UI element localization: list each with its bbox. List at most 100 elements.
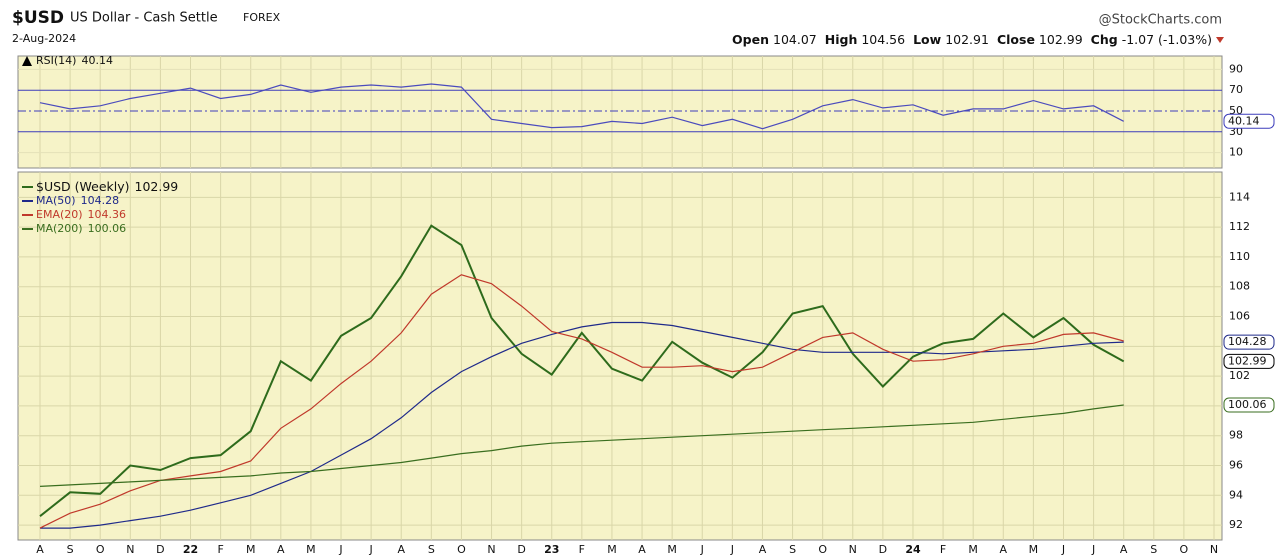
x-tick-label: N bbox=[849, 543, 857, 556]
series-line bbox=[39, 404, 1124, 487]
y-tick-label: 92 bbox=[1229, 518, 1243, 531]
y-tick-label: 90 bbox=[1229, 62, 1243, 75]
x-tick-label: J bbox=[338, 543, 342, 556]
legend-value: 40.14 bbox=[81, 54, 113, 67]
value-box-label: 104.28 bbox=[1228, 335, 1267, 348]
x-tick-label: A bbox=[1000, 543, 1008, 556]
panel bbox=[17, 55, 1223, 169]
value-box-label: 100.06 bbox=[1228, 398, 1267, 411]
legend-name: $USD (Weekly) bbox=[36, 179, 130, 194]
date: 2-Aug-2024 bbox=[12, 32, 76, 45]
x-tick-label: A bbox=[397, 543, 405, 556]
quote-label: Chg bbox=[1091, 32, 1118, 47]
x-tick-label: F bbox=[579, 543, 585, 556]
y-tick-label: 114 bbox=[1229, 190, 1250, 203]
series-line bbox=[39, 274, 1124, 529]
legend-entry: $USD (Weekly) 102.99 bbox=[36, 179, 178, 194]
quote-value: -1.07 (-1.03%) bbox=[1122, 32, 1212, 47]
x-tick-label: F bbox=[217, 543, 223, 556]
legend-value: 104.28 bbox=[81, 194, 120, 207]
legend-entry: MA(200) 100.06 bbox=[36, 222, 126, 235]
x-tick-label: M bbox=[667, 543, 677, 556]
quote-label: Open bbox=[732, 32, 769, 47]
x-tick-label: M bbox=[968, 543, 978, 556]
x-tick-label: J bbox=[1091, 543, 1095, 556]
x-tick-label: D bbox=[879, 543, 887, 556]
x-tick-label: A bbox=[759, 543, 767, 556]
x-tick-label: O bbox=[457, 543, 466, 556]
value-box bbox=[1223, 353, 1275, 369]
quote-value: 104.56 bbox=[861, 32, 905, 47]
legend-name: MA(200) bbox=[36, 222, 83, 235]
x-tick-label: M bbox=[306, 543, 316, 556]
legend-value: 102.99 bbox=[135, 179, 179, 194]
x-tick-label: O bbox=[96, 543, 105, 556]
x-tick-label: S bbox=[1150, 543, 1157, 556]
x-tick-label: N bbox=[1210, 543, 1218, 556]
y-tick-label: 98 bbox=[1229, 429, 1243, 442]
symbol: $USD bbox=[12, 8, 64, 28]
x-tick-label: N bbox=[487, 543, 495, 556]
y-tick-label: 94 bbox=[1229, 488, 1243, 501]
value-box bbox=[1223, 334, 1275, 350]
value-box-label: 102.99 bbox=[1228, 354, 1267, 367]
x-tick-label: J bbox=[700, 543, 704, 556]
x-tick-label: J bbox=[730, 543, 734, 556]
x-tick-label: 24 bbox=[905, 543, 921, 556]
x-tick-label: D bbox=[156, 543, 164, 556]
y-tick-label: 50 bbox=[1229, 104, 1243, 117]
x-tick-label: S bbox=[428, 543, 435, 556]
legend-name: EMA(20) bbox=[36, 208, 83, 221]
down-arrow bbox=[1216, 37, 1224, 43]
value-box bbox=[1223, 113, 1275, 129]
x-tick-label: O bbox=[818, 543, 827, 556]
quote-label: Close bbox=[997, 32, 1035, 47]
quote-value: 102.91 bbox=[945, 32, 989, 47]
legend-entry: MA(50) 104.28 bbox=[36, 194, 119, 207]
y-tick-label: 102 bbox=[1229, 369, 1250, 382]
y-tick-label: 70 bbox=[1229, 83, 1243, 96]
y-tick-label: 108 bbox=[1229, 280, 1250, 293]
series-line bbox=[39, 83, 1124, 130]
legend-name: RSI(14) bbox=[36, 54, 76, 67]
brand: @StockCharts.com bbox=[1099, 13, 1222, 28]
legend-entry: RSI(14) 40.14 bbox=[36, 54, 113, 67]
x-tick-label: N bbox=[126, 543, 134, 556]
y-tick-label: 96 bbox=[1229, 459, 1243, 472]
instrument-name: US Dollar - Cash Settle bbox=[70, 11, 218, 26]
y-tick-label: 10 bbox=[1229, 146, 1243, 159]
x-tick-label: M bbox=[607, 543, 617, 556]
exchange: FOREX bbox=[243, 11, 281, 24]
series-line bbox=[39, 224, 1125, 517]
value-box bbox=[1223, 397, 1275, 413]
quote: Open 104.07 High 104.56 Low 102.91 Close 102.99… bbox=[732, 32, 1212, 47]
y-tick-label: 110 bbox=[1229, 250, 1250, 263]
x-tick-label: D bbox=[517, 543, 525, 556]
x-tick-label: J bbox=[369, 543, 373, 556]
legend-value: 104.36 bbox=[88, 208, 127, 221]
quote-label: High bbox=[825, 32, 858, 47]
x-tick-label: S bbox=[67, 543, 74, 556]
x-tick-label: 23 bbox=[544, 543, 559, 556]
legend-entry: EMA(20) 104.36 bbox=[36, 208, 126, 221]
x-tick-label: A bbox=[1120, 543, 1128, 556]
x-tick-label: J bbox=[1061, 543, 1065, 556]
value-box-label: 40.14 bbox=[1228, 114, 1260, 127]
quote-value: 102.99 bbox=[1039, 32, 1083, 47]
x-tick-label: S bbox=[789, 543, 796, 556]
quote-value: 104.07 bbox=[773, 32, 817, 47]
y-tick-label: 112 bbox=[1229, 220, 1250, 233]
quote-label: Low bbox=[913, 32, 942, 47]
x-tick-label: O bbox=[1180, 543, 1189, 556]
legend-icon bbox=[22, 56, 32, 66]
series-line bbox=[40, 321, 1124, 529]
x-tick-label: F bbox=[940, 543, 946, 556]
legend-value: 100.06 bbox=[88, 222, 127, 235]
legend-name: MA(50) bbox=[36, 194, 76, 207]
x-tick-label: A bbox=[36, 543, 44, 556]
x-tick-label: 22 bbox=[183, 543, 198, 556]
x-tick-label: A bbox=[638, 543, 646, 556]
y-tick-label: 106 bbox=[1229, 310, 1250, 323]
